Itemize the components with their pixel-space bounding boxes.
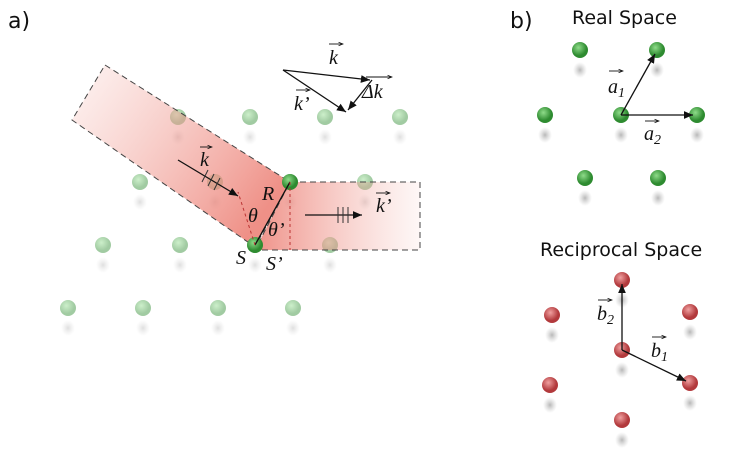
- vector-label: k’: [294, 93, 310, 115]
- atom: [135, 300, 151, 316]
- atom: [682, 375, 698, 391]
- atom: [132, 174, 148, 190]
- vector-label: a1: [608, 76, 625, 101]
- atom-shadow: [690, 127, 704, 143]
- atom: [614, 412, 630, 428]
- atom-shadow: [61, 320, 75, 336]
- atom: [544, 307, 560, 323]
- atom: [60, 300, 76, 316]
- atom-shadow: [615, 362, 629, 378]
- point-label: S: [236, 247, 246, 269]
- section-title: Real Space: [572, 7, 677, 29]
- atom-shadow: [545, 327, 559, 343]
- atom-shadow: [243, 129, 257, 145]
- panel-label: b): [510, 9, 533, 34]
- atom-shadow: [136, 320, 150, 336]
- angle-label: θ’: [268, 219, 285, 241]
- atom-shadow: [211, 320, 225, 336]
- vector-label: k’: [376, 195, 392, 217]
- atom-shadow: [578, 190, 592, 206]
- point-label: S’: [266, 253, 283, 275]
- vector-label: k: [200, 149, 210, 171]
- atom: [172, 237, 188, 253]
- atom: [242, 109, 258, 125]
- vector-label: k: [329, 47, 339, 69]
- atom-shadow: [543, 397, 557, 413]
- atom-shadow: [393, 129, 407, 145]
- vector-label: a2: [644, 123, 661, 148]
- angle-label: θ: [248, 205, 258, 227]
- atom: [95, 237, 111, 253]
- vector-label: b2: [597, 303, 614, 328]
- atom-shadow: [248, 257, 262, 273]
- atom-shadow: [538, 127, 552, 143]
- atom-shadow: [573, 62, 587, 78]
- atom: [572, 42, 588, 58]
- atom: [577, 170, 593, 186]
- atom: [537, 107, 553, 123]
- atom-shadow: [323, 257, 337, 273]
- section-title: Reciprocal Space: [540, 239, 702, 261]
- vector-label: Δk: [361, 81, 384, 103]
- vector-label: R: [261, 183, 274, 205]
- atom: [650, 170, 666, 186]
- atom-shadow: [286, 320, 300, 336]
- panel-label: a): [8, 9, 30, 34]
- atom-shadow: [318, 129, 332, 145]
- atom-shadow: [650, 62, 664, 78]
- atom-shadow: [683, 324, 697, 340]
- atom-shadow: [614, 127, 628, 143]
- atom-shadow: [133, 194, 147, 210]
- atom: [210, 300, 226, 316]
- arrow: [621, 54, 655, 115]
- atom: [649, 42, 665, 58]
- atom-shadow: [651, 190, 665, 206]
- atom: [285, 300, 301, 316]
- figure: a) b) Real Space Reciprocal Space k k’ Δ…: [0, 0, 730, 460]
- atom-shadow: [173, 257, 187, 273]
- atom-shadow: [96, 257, 110, 273]
- atom-shadow: [683, 395, 697, 411]
- atom: [392, 109, 408, 125]
- atom-shadow: [615, 432, 629, 448]
- atom: [682, 304, 698, 320]
- vector-label: b1: [651, 340, 668, 365]
- atom: [317, 109, 333, 125]
- atom: [542, 377, 558, 393]
